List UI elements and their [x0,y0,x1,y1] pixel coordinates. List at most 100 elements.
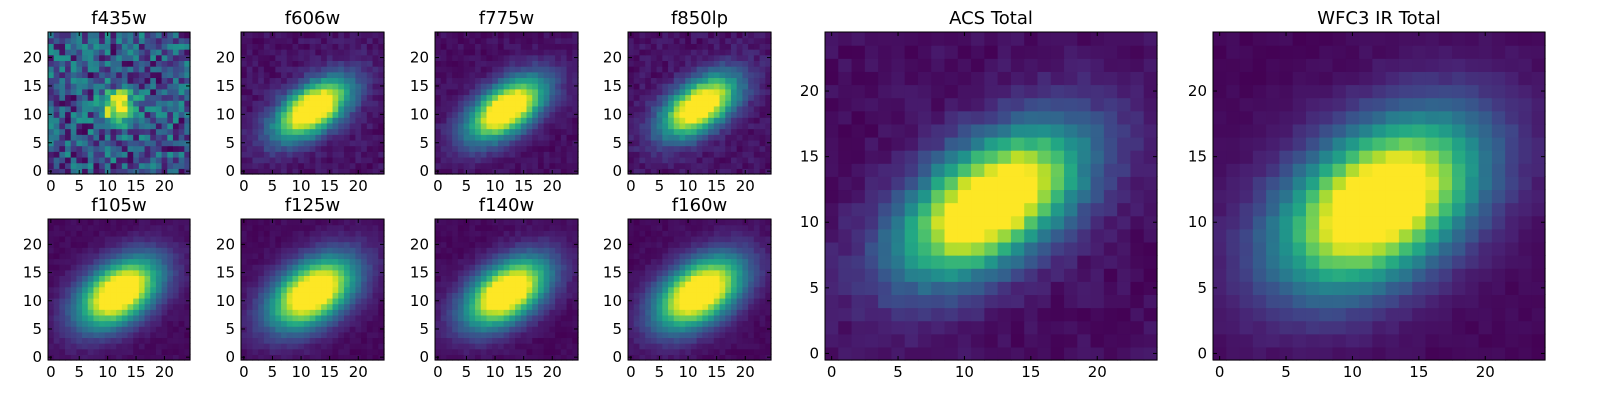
heatmap-cell [1372,202,1387,217]
heatmap-cell [133,230,140,237]
heatmap-cell [167,100,174,107]
heatmap-cell [765,60,772,67]
heatmap-cell [116,264,123,271]
heatmap-cell [457,71,465,79]
heatmap-cell [690,71,698,79]
heatmap-cell [110,37,117,44]
heatmap-cell [532,43,539,50]
heatmap-cell [99,320,106,327]
heatmap-cell [133,100,140,107]
heatmap-cell [366,297,374,305]
heatmap-cell [275,117,282,124]
heatmap-cell [133,71,140,79]
heatmap-cell [1345,136,1360,151]
heatmap-cell [349,275,356,282]
heatmap-cell [99,88,106,96]
heatmap-cell [326,320,334,327]
heatmap-cell [1491,255,1506,269]
heatmap-cell [662,83,669,90]
heatmap-cell [104,286,112,293]
heatmap-cell [178,88,185,96]
heatmap-cell [509,117,516,124]
heatmap-cell [543,37,550,44]
x-tick-label: 20 [543,177,562,195]
heatmap-cell [372,354,379,361]
heatmap-cell [315,343,322,350]
heatmap-cell [48,71,55,79]
heatmap-cell [184,117,191,124]
heatmap-cell [127,83,134,90]
heatmap-cell [446,162,453,169]
heatmap-cell [116,100,123,107]
heatmap-cell [997,255,1012,269]
heatmap-cell [1398,255,1413,269]
heatmap-cell [110,49,117,56]
heatmap-cell [1037,123,1052,138]
heatmap-cell [944,189,959,204]
heatmap-cell [321,297,328,305]
heatmap-cell [263,71,271,79]
heatmap-cell [332,326,339,333]
heatmap-cell [286,60,294,67]
heatmap-cell [138,337,146,344]
heatmap-cell [326,281,334,288]
heatmap-cell [633,151,641,158]
heatmap-cell [76,43,83,50]
heatmap-cell [184,292,191,299]
heatmap-cell [1531,241,1546,256]
heatmap-cell [725,49,732,56]
heatmap-cell [696,100,703,107]
heatmap-cell [144,230,151,237]
heatmap-cell [685,60,692,67]
heatmap-cell [753,83,761,90]
heatmap-cell [343,326,351,333]
heatmap-cell [730,145,738,152]
heatmap-cell [48,128,55,135]
heatmap-cell [509,88,516,96]
heatmap-cell [503,100,510,107]
heatmap-cell [673,162,681,169]
heatmap-cell [753,128,761,135]
heatmap-cell [70,303,77,310]
heatmap-cell [138,156,146,164]
heatmap-cell [138,151,146,158]
heatmap-cell [372,128,379,135]
heatmap-cell [116,331,123,339]
heatmap-cell [1412,84,1427,99]
heatmap-cell [133,252,140,260]
heatmap-cell [161,122,168,130]
heatmap-cell [1332,307,1347,322]
heatmap-cell [155,264,163,271]
heatmap-cell [1077,333,1092,348]
heatmap-cell [104,314,112,322]
heatmap-cell [263,162,271,169]
heatmap-cell [690,128,698,135]
heatmap-cell [1319,58,1334,72]
heatmap-cell [361,320,368,327]
heatmap-cell [825,215,839,230]
heatmap-cell [566,168,573,175]
heatmap-cell [650,168,658,175]
heatmap-cell [150,122,157,130]
heatmap-cell [355,100,362,107]
heatmap-cell [645,54,652,61]
heatmap-cell [1531,97,1546,112]
heatmap-cell [138,230,146,237]
heatmap-cell [628,122,635,130]
heatmap-cell [520,122,528,130]
heatmap-cell [326,71,334,79]
heatmap-cell [241,88,248,96]
heatmap-cell [730,60,738,67]
heatmap-cell [1478,228,1493,243]
heatmap-cell [104,162,112,169]
heatmap-cell [116,303,123,310]
heatmap-cell [440,77,448,84]
heatmap-cell [65,162,72,169]
heatmap-cell [269,331,276,339]
heatmap-cell [480,139,488,147]
heatmap-cell [825,268,839,282]
heatmap-cell [725,168,732,175]
heatmap-cell [1345,333,1360,348]
heatmap-cell [759,105,766,113]
heatmap-cell [167,111,174,118]
